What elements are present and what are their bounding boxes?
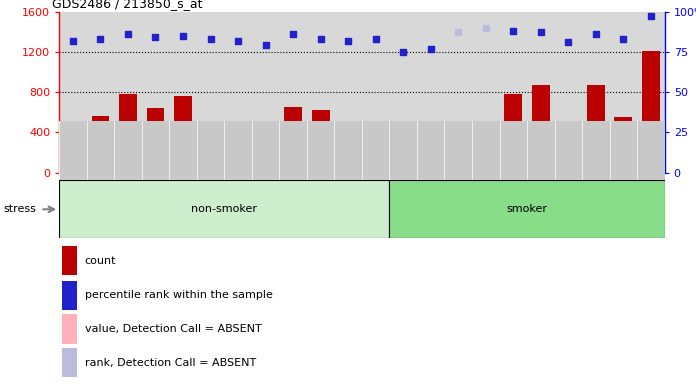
Bar	[505, 94, 522, 173]
Bar	[642, 51, 660, 173]
Point	[287, 31, 299, 37]
Point	[645, 13, 656, 20]
Bar	[390, 180, 665, 238]
Bar	[147, 108, 164, 173]
Bar	[229, 123, 247, 173]
Point	[260, 42, 271, 48]
Point	[150, 34, 161, 40]
Bar	[62, 281, 77, 310]
Point	[452, 30, 464, 36]
Bar	[62, 246, 77, 275]
Text: non-smoker: non-smoker	[191, 204, 258, 214]
Bar	[119, 94, 137, 173]
Text: smoker: smoker	[507, 204, 548, 214]
Bar	[587, 85, 605, 173]
Point	[95, 36, 106, 42]
Bar	[477, 155, 495, 173]
Point	[177, 33, 189, 39]
Bar	[560, 131, 577, 173]
Bar	[174, 96, 192, 173]
Bar	[312, 110, 330, 173]
Bar	[339, 124, 357, 173]
Point	[205, 36, 216, 42]
Text: count: count	[85, 255, 116, 266]
Bar	[422, 162, 440, 173]
Bar	[202, 123, 219, 173]
Bar	[367, 122, 385, 173]
Bar	[64, 131, 82, 173]
Text: percentile rank within the sample: percentile rank within the sample	[85, 290, 272, 301]
Bar	[257, 137, 274, 173]
Bar	[62, 348, 77, 377]
Point	[315, 36, 326, 42]
Bar	[394, 155, 412, 173]
Bar	[450, 160, 467, 173]
Point	[232, 38, 244, 44]
Point	[68, 38, 79, 44]
Point	[370, 36, 381, 42]
Bar	[59, 180, 390, 238]
Point	[563, 39, 574, 45]
Point	[397, 49, 409, 55]
Point	[480, 25, 491, 31]
Bar	[91, 116, 109, 173]
Text: stress: stress	[3, 204, 36, 214]
Point	[535, 30, 546, 36]
Bar	[62, 314, 77, 344]
Point	[122, 31, 134, 37]
Bar	[615, 118, 633, 173]
Bar	[284, 107, 302, 173]
Bar	[532, 85, 550, 173]
Point	[507, 28, 519, 34]
Point	[590, 31, 601, 37]
Point	[342, 38, 354, 44]
Point	[618, 36, 629, 42]
Text: GDS2486 / 213850_s_at: GDS2486 / 213850_s_at	[52, 0, 203, 10]
Point	[425, 46, 436, 52]
Text: rank, Detection Call = ABSENT: rank, Detection Call = ABSENT	[85, 358, 256, 368]
Text: value, Detection Call = ABSENT: value, Detection Call = ABSENT	[85, 324, 261, 334]
